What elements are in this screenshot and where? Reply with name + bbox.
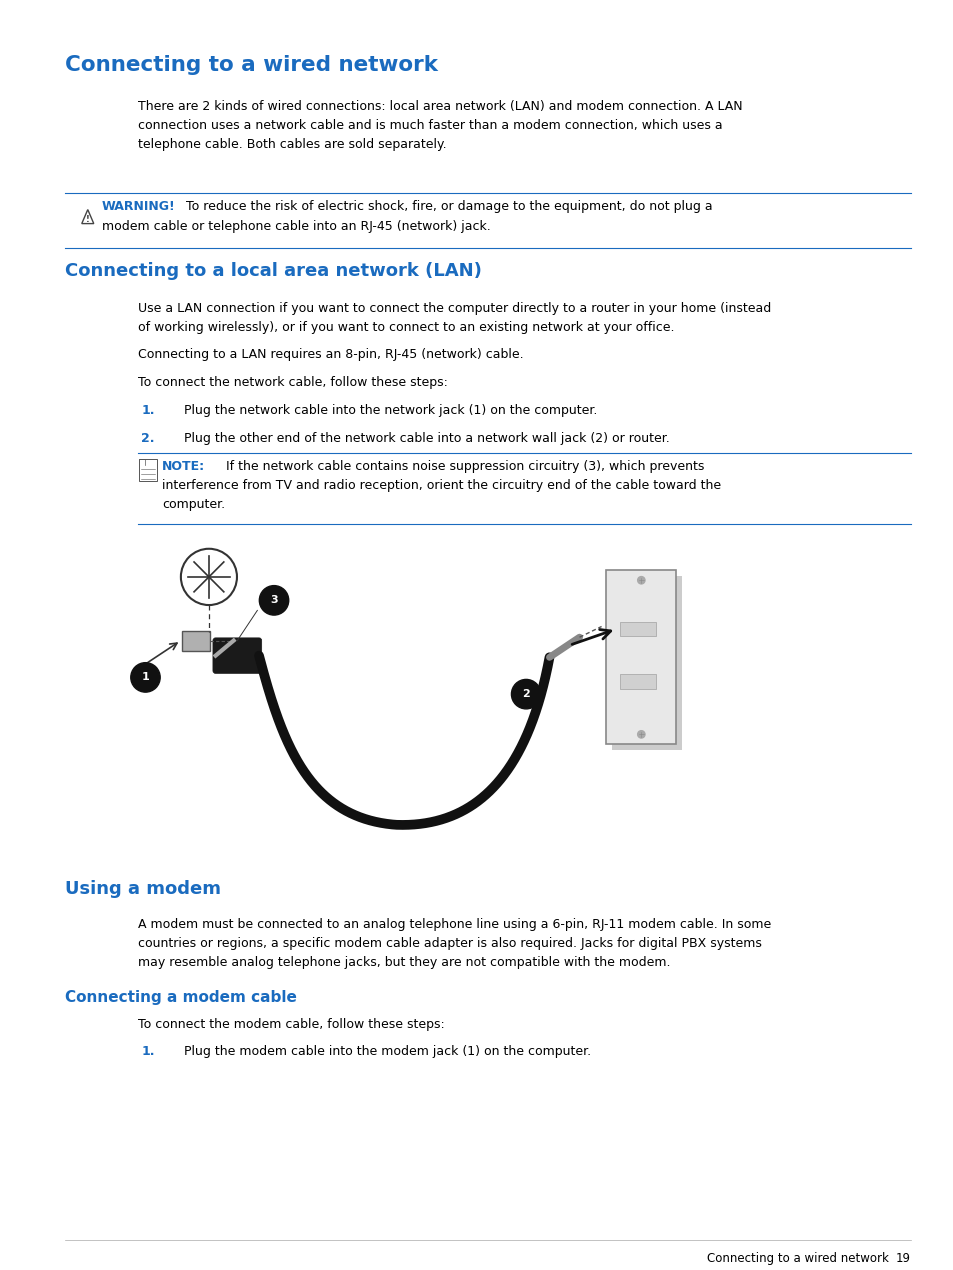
Bar (139, 460, 156, 481)
Text: Connecting to a LAN requires an 8-pin, RJ-45 (network) cable.: Connecting to a LAN requires an 8-pin, R… (138, 348, 523, 361)
Text: 1: 1 (141, 672, 150, 682)
Bar (619, 674, 656, 688)
Text: There are 2 kinds of wired connections: local area network (LAN) and modem conne: There are 2 kinds of wired connections: … (138, 100, 742, 151)
Text: WARNING!: WARNING! (102, 199, 175, 213)
Text: 2.: 2. (141, 432, 154, 444)
Text: Connecting a modem cable: Connecting a modem cable (65, 991, 296, 1005)
Text: Plug the other end of the network cable into a network wall jack (2) or router.: Plug the other end of the network cable … (184, 432, 669, 444)
Text: !: ! (86, 215, 90, 224)
Circle shape (511, 679, 540, 709)
Text: 1.: 1. (141, 404, 154, 417)
Text: 3: 3 (270, 596, 277, 606)
Bar (182, 630, 210, 650)
Circle shape (131, 663, 160, 692)
Text: To reduce the risk of electric shock, fire, or damage to the equipment, do not p: To reduce the risk of electric shock, fi… (173, 199, 712, 213)
Text: 2: 2 (521, 690, 530, 700)
Text: interference from TV and radio reception, orient the circuitry end of the cable : interference from TV and radio reception… (162, 479, 720, 491)
Text: Plug the modem cable into the modem jack (1) on the computer.: Plug the modem cable into the modem jack… (184, 1045, 591, 1058)
Text: A modem must be connected to an analog telephone line using a 6-pin, RJ-11 modem: A modem must be connected to an analog t… (138, 918, 771, 969)
Text: NOTE:: NOTE: (162, 460, 205, 472)
Text: Connecting to a wired network: Connecting to a wired network (65, 55, 437, 75)
Text: Connecting to a wired network: Connecting to a wired network (706, 1252, 888, 1265)
Text: modem cable or telephone cable into an RJ-45 (network) jack.: modem cable or telephone cable into an R… (102, 220, 490, 232)
Text: To connect the modem cable, follow these steps:: To connect the modem cable, follow these… (138, 1019, 445, 1031)
Circle shape (637, 577, 644, 584)
Text: Plug the network cable into the network jack (1) on the computer.: Plug the network cable into the network … (184, 404, 597, 417)
Bar (619, 621, 656, 636)
Text: If the network cable contains noise suppression circuitry (3), which prevents: If the network cable contains noise supp… (214, 460, 704, 472)
Circle shape (259, 585, 289, 615)
FancyBboxPatch shape (213, 638, 261, 673)
Bar (606, 570, 676, 744)
Text: Use a LAN connection if you want to connect the computer directly to a router in: Use a LAN connection if you want to conn… (138, 302, 771, 334)
Text: computer.: computer. (162, 498, 225, 511)
Text: 19: 19 (895, 1252, 910, 1265)
Circle shape (637, 730, 644, 738)
Text: 1.: 1. (141, 1045, 154, 1058)
Text: To connect the network cable, follow these steps:: To connect the network cable, follow the… (138, 376, 448, 389)
Text: Using a modem: Using a modem (65, 880, 221, 898)
Text: Connecting to a local area network (LAN): Connecting to a local area network (LAN) (65, 262, 481, 279)
Bar (611, 575, 681, 749)
